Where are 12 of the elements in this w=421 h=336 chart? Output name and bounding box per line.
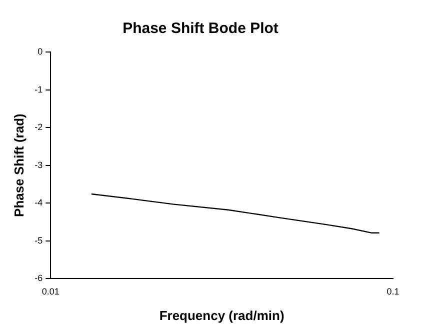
y-tick-label: -5 xyxy=(34,235,43,246)
x-tick-label: 0.1 xyxy=(386,286,400,296)
y-tick-label: 0 xyxy=(38,46,43,56)
y-tick-label: -6 xyxy=(34,273,43,284)
y-tick-label: -1 xyxy=(34,84,43,94)
x-tick-label: 0.01 xyxy=(42,286,60,296)
x-axis-title: Frequency (rad/min) xyxy=(159,308,284,323)
chart-title: Phase Shift Bode Plot xyxy=(122,20,278,38)
y-tick-label: -4 xyxy=(34,198,43,208)
y-tick-label: -2 xyxy=(34,122,43,132)
y-axis-title: Phase Shift (rad) xyxy=(11,114,26,217)
y-tick-label: -3 xyxy=(34,160,43,170)
